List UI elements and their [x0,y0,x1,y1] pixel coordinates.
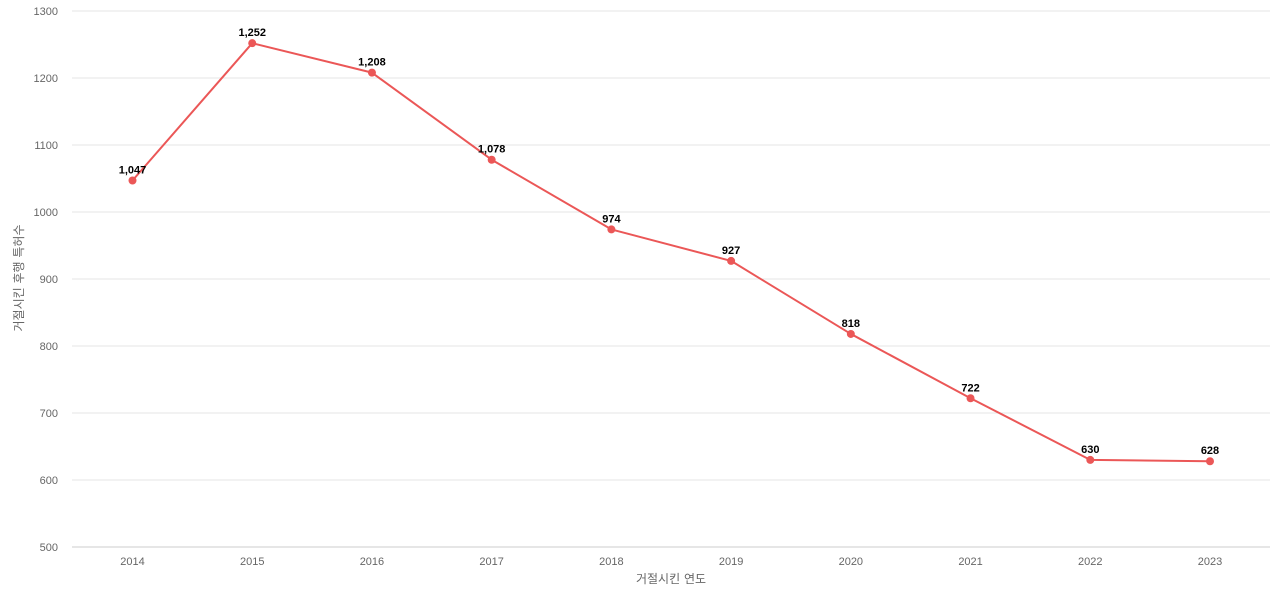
data-point [367,68,376,77]
y-tick-label: 800 [40,341,58,353]
data-point [248,39,257,48]
x-tick-label: 2014 [120,556,144,568]
data-point [487,155,496,164]
data-label: 630 [1081,444,1099,456]
data-point [607,225,616,234]
x-axis-title: 거절시킨 연도 [636,572,706,586]
data-point [1206,457,1214,466]
x-tick-label: 2017 [479,556,503,568]
x-tick-label: 2021 [958,556,982,568]
series-layer [128,39,1214,466]
data-label: 628 [1201,445,1219,457]
x-axis-ticks: 2014 2015 2016 2017 2018 2019 2020 2021 2022 2023 [120,556,1222,568]
y-tick-label: 1100 [34,140,58,152]
series-line [131,42,1211,463]
data-point [846,329,855,338]
data-labels: 1,047 1,252 1,208 1,078 974 927 818 722 630 628 [119,27,1219,457]
y-axis-title: 거절시킨 후행 특허수 [11,225,26,332]
x-tick-label: 2018 [599,556,623,568]
data-point [1086,455,1095,464]
grid-lines [72,10,1270,548]
y-tick-label: 1000 [34,207,58,219]
x-tick-label: 2022 [1078,556,1102,568]
data-label: 927 [722,245,740,257]
data-label: 818 [842,318,860,330]
y-axis-ticks: 500 600 700 800 900 1000 1100 1200 1300 [34,6,58,554]
x-tick-label: 2023 [1198,556,1222,568]
data-label: 1,047 [119,165,147,177]
data-label: 1,208 [358,57,386,69]
x-tick-label: 2015 [240,556,264,568]
data-label: 974 [602,213,621,225]
y-tick-label: 600 [40,475,58,487]
y-tick-label: 1300 [34,6,58,18]
y-tick-label: 700 [40,408,58,420]
data-label: 1,252 [238,27,266,39]
x-tick-label: 2020 [839,556,863,568]
y-tick-label: 1200 [34,73,58,85]
y-tick-label: 900 [40,274,58,286]
data-label: 722 [961,382,979,394]
y-tick-label: 500 [40,542,58,554]
x-tick-label: 2019 [719,556,743,568]
data-point [727,256,736,265]
data-point [128,176,137,185]
data-point [966,394,975,403]
data-label: 1,078 [478,144,506,156]
x-tick-label: 2016 [360,556,384,568]
